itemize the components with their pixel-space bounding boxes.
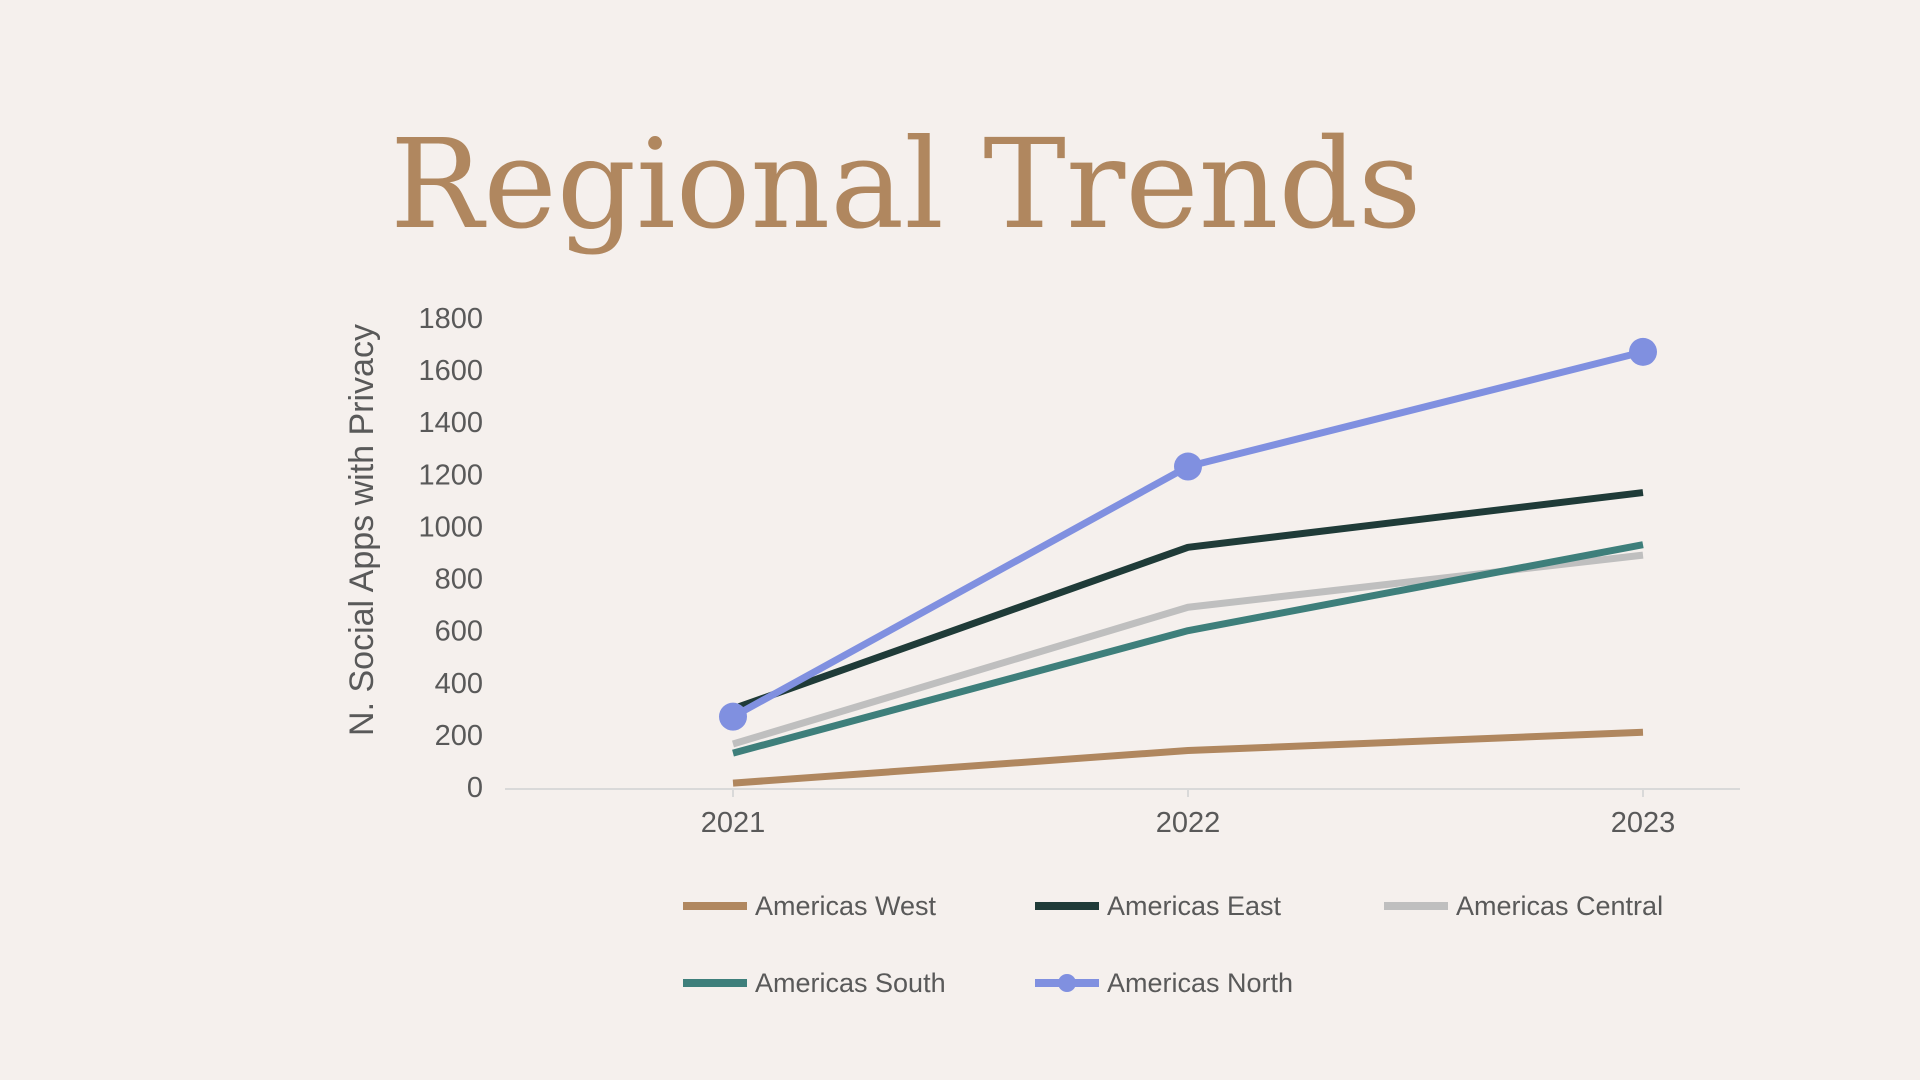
- y-tick-label: 1800: [418, 303, 483, 335]
- y-tick-label: 1600: [418, 355, 483, 387]
- data-point-americas-north: [1174, 452, 1202, 481]
- x-tick-label: 2023: [1611, 807, 1676, 839]
- y-tick-label: 0: [467, 772, 483, 804]
- legend-label-americas-central: Americas Central: [1456, 891, 1663, 921]
- data-point-americas-north: [719, 702, 747, 731]
- y-tick-label: 800: [435, 564, 483, 596]
- legend: Americas West Americas East Americas Centr…: [683, 891, 1663, 998]
- y-tick-label: 400: [435, 668, 483, 700]
- y-tick-label: 1000: [418, 511, 483, 543]
- series-line-americas-east: [731, 489, 1644, 713]
- x-tick-labels: 2021 2022 2023: [701, 789, 1676, 839]
- y-tick-label: 1400: [418, 407, 483, 439]
- y-axis-label: N. Social Apps with Privacy: [343, 324, 381, 736]
- legend-label-americas-west: Americas West: [755, 891, 937, 921]
- data-point-americas-north: [1629, 337, 1657, 366]
- y-tick-label: 600: [435, 616, 483, 648]
- series-line-americas-west: [732, 728, 1644, 787]
- series-layer: [719, 337, 1657, 787]
- legend-label-americas-north: Americas North: [1107, 968, 1293, 998]
- legend-label-americas-east: Americas East: [1107, 891, 1282, 921]
- y-tick-labels: 0 200 400 600 800 1000 1200 1400 1600 1800: [418, 303, 483, 804]
- legend-label-americas-south: Americas South: [755, 968, 946, 998]
- slide-title: Regional Trends: [390, 113, 1422, 257]
- series-line-americas-south: [732, 541, 1644, 757]
- legend-marker-americas-north: [1058, 974, 1076, 992]
- y-tick-label: 1200: [418, 459, 483, 491]
- y-tick-label: 200: [435, 720, 483, 752]
- x-tick-label: 2022: [1156, 807, 1221, 839]
- x-tick-label: 2021: [701, 807, 766, 839]
